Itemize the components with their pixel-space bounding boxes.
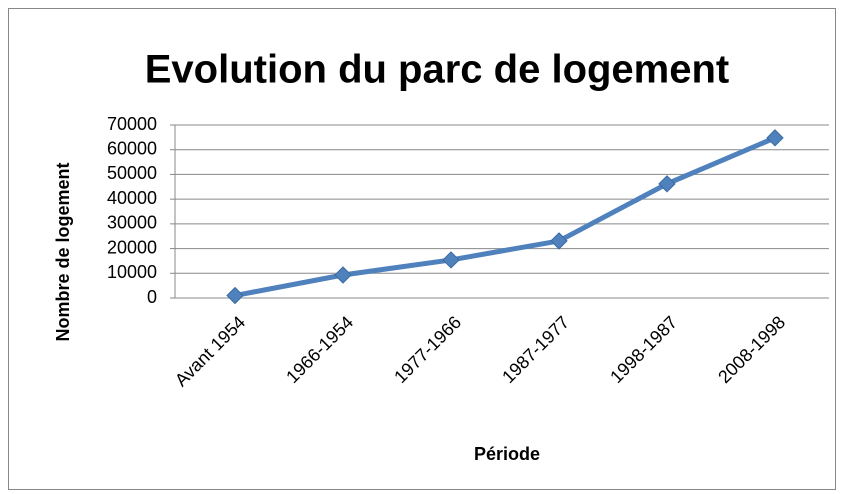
y-tick-label: 50000 <box>107 163 157 183</box>
y-tick-label: 0 <box>147 287 157 307</box>
y-tick-label: 60000 <box>107 138 157 158</box>
y-tick-label: 20000 <box>107 237 157 257</box>
data-point <box>334 266 352 284</box>
y-tick-label: 70000 <box>107 114 157 134</box>
y-tick-label: 10000 <box>107 262 157 282</box>
data-point <box>226 286 244 305</box>
data-point <box>442 251 460 269</box>
data-point <box>550 232 568 250</box>
data-point <box>658 175 676 193</box>
chart-title: Evolution du parc de logement <box>145 48 730 92</box>
data-point <box>766 129 784 147</box>
series-line <box>234 135 776 298</box>
y-tick-label: 30000 <box>107 213 157 233</box>
x-axis-label: Période <box>474 444 540 464</box>
y-tick-label: 40000 <box>107 188 157 208</box>
y-axis-label: Nombre de logement <box>53 162 73 341</box>
